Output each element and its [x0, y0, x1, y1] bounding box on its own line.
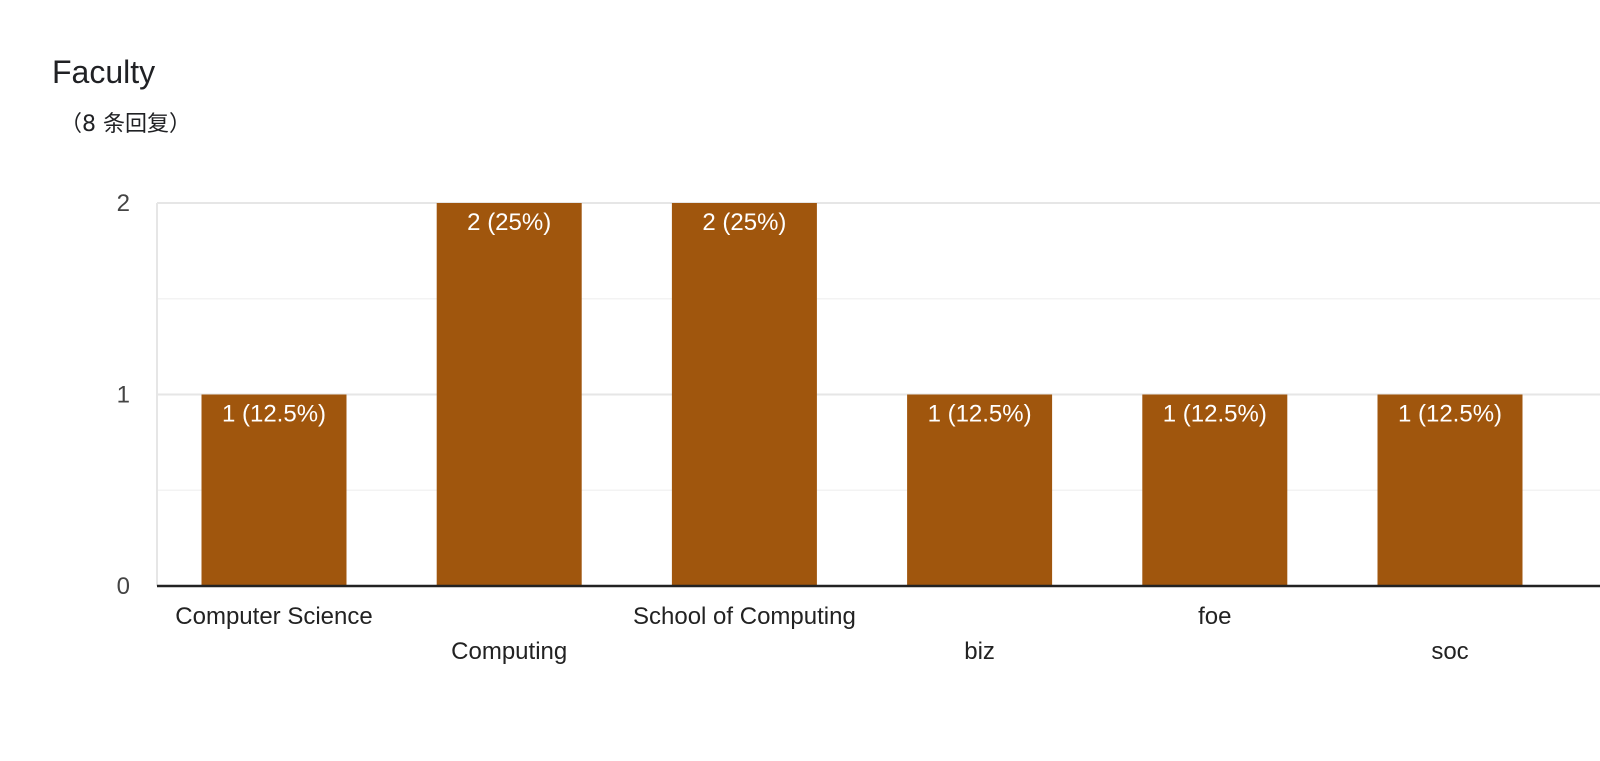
gridlines — [156, 202, 1600, 586]
bars — [201, 203, 1523, 586]
category-label: Computing — [451, 638, 567, 665]
y-tick-label: 1 — [117, 382, 130, 409]
bar-data-label: 1 (12.5%) — [928, 401, 1032, 428]
response-count: （8 条回复） — [60, 112, 191, 137]
bar-data-label: 2 (25%) — [702, 209, 786, 236]
bar — [671, 203, 817, 586]
y-tick-label: 0 — [117, 573, 130, 600]
data-labels: 1 (12.5%) 2 (25%) 2 (25%) 1 (12.5%) 1 (12.5%… — [222, 209, 1502, 428]
bar — [201, 394, 347, 586]
bar — [436, 203, 582, 586]
category-label: Computer Science — [175, 603, 372, 630]
bar-data-label: 2 (25%) — [467, 209, 551, 236]
bar — [907, 394, 1053, 586]
bar — [1377, 394, 1523, 586]
category-label: foe — [1198, 603, 1231, 630]
category-labels: Computer Science Computing School of Compu… — [175, 603, 1468, 665]
category-label: soc — [1431, 638, 1468, 665]
y-tick-label: 2 — [117, 190, 130, 217]
category-label: biz — [964, 638, 995, 665]
category-label: School of Computing — [633, 603, 856, 630]
bar-data-label: 1 (12.5%) — [1398, 401, 1502, 428]
chart-title: Faculty — [52, 54, 156, 90]
bar-data-label: 1 (12.5%) — [222, 401, 326, 428]
y-axis-ticks: 0 1 2 — [117, 190, 130, 600]
bar — [1142, 394, 1288, 586]
bar-data-label: 1 (12.5%) — [1163, 401, 1267, 428]
